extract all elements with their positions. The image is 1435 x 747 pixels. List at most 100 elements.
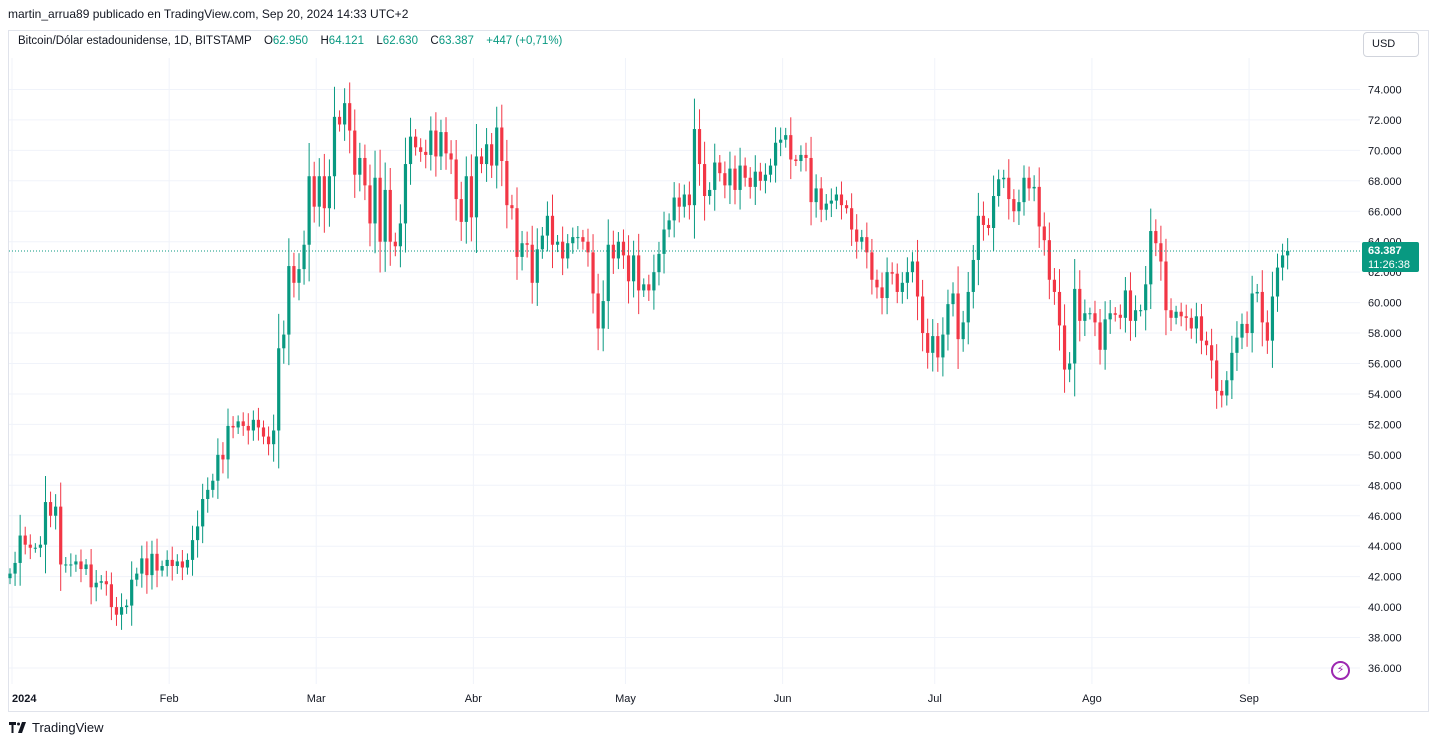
candle-body [119, 607, 124, 615]
candle-body [794, 159, 798, 162]
candle-body [997, 179, 1001, 197]
candle-body [860, 237, 864, 242]
open-label: O [263, 35, 273, 47]
candle-body [773, 142, 778, 166]
lightning-bolt-icon[interactable]: ⚡ [1331, 661, 1350, 680]
candle-body [1245, 323, 1249, 334]
candle-body [956, 293, 960, 340]
candle-body [140, 558, 144, 574]
candle-body [601, 301, 605, 329]
candle-body [1149, 231, 1153, 285]
candle-body [1235, 337, 1239, 353]
candle-body [702, 164, 707, 197]
candle-body [687, 194, 691, 206]
candle-body [824, 203, 828, 210]
candle-body [743, 165, 747, 178]
candle-body [378, 177, 382, 242]
candle-body [677, 197, 681, 207]
candle-body [302, 244, 306, 270]
candle-body [130, 579, 134, 606]
candle-body [834, 194, 839, 201]
candle-body [1128, 290, 1133, 321]
y-tick-label: 74.000 [1368, 84, 1402, 96]
candle-body [368, 185, 372, 224]
candle-body [1174, 311, 1178, 318]
candle-body [682, 194, 686, 207]
y-tick-label: 42.000 [1368, 572, 1402, 584]
candle-body [708, 189, 712, 197]
candle-body [779, 139, 783, 143]
candle-body [317, 176, 321, 207]
candle-body [581, 237, 585, 242]
candle-body [606, 244, 610, 302]
last-price-value: 63.387 [1368, 245, 1402, 257]
candle-body [915, 261, 920, 297]
candle-body [1118, 314, 1122, 318]
candle-body [312, 176, 316, 207]
close-value: 63.387 [438, 35, 474, 47]
candle-body [809, 157, 813, 203]
candle-body [571, 237, 575, 244]
candle-body [880, 287, 884, 299]
candle-body [1042, 226, 1046, 241]
candle-body [1002, 177, 1006, 180]
candle-body [464, 176, 468, 222]
candle-body [216, 454, 220, 481]
candle-body [150, 553, 154, 576]
candle-body [971, 259, 975, 292]
candle-body [763, 174, 768, 181]
candle-body [621, 241, 626, 256]
candle-body [469, 176, 473, 218]
candle-body [373, 177, 377, 224]
candle-body [424, 151, 428, 155]
candle-body [986, 224, 991, 228]
candle-body [850, 208, 854, 230]
candle-body [1250, 293, 1254, 334]
candle-body [1017, 202, 1021, 212]
candle-body [408, 136, 413, 165]
currency-button[interactable]: USD [1363, 32, 1419, 57]
candle-body [13, 562, 17, 574]
candle-body [784, 135, 788, 140]
x-tick-label: Feb [160, 693, 179, 705]
candle-body [434, 130, 438, 157]
candle-body [657, 253, 661, 273]
candle-body [297, 269, 301, 283]
candle-body [905, 272, 909, 283]
candle-body [758, 171, 762, 181]
candle-body [246, 425, 250, 431]
candle-body [414, 136, 418, 148]
candle-body [1209, 345, 1214, 361]
y-tick-label: 38.000 [1368, 633, 1402, 645]
candle-body [444, 132, 448, 154]
candle-body [201, 499, 205, 527]
y-tick-label: 40.000 [1368, 602, 1402, 614]
candle-body [718, 162, 722, 174]
candle-body [713, 162, 717, 190]
candle-body [692, 129, 697, 206]
y-tick-label: 72.000 [1368, 115, 1402, 127]
candle-body [1093, 313, 1097, 323]
candle-body [520, 243, 524, 257]
candle-body [961, 322, 965, 340]
candle-body [1057, 291, 1062, 326]
x-tick-label: Ago [1082, 693, 1102, 705]
candle-body [114, 607, 119, 615]
candle-body [637, 255, 641, 291]
symbol-title[interactable]: Bitcoin/Dólar estadounidense, 1D, BITSTA… [18, 35, 252, 47]
candle-body [723, 173, 727, 186]
candle-body [332, 116, 337, 177]
candle-body [1194, 316, 1198, 329]
candle-body [109, 584, 113, 608]
candle-body [839, 194, 844, 206]
candle-body [84, 564, 88, 570]
candle-body [1022, 177, 1026, 203]
candle-body [1073, 288, 1077, 364]
y-tick-label: 50.000 [1368, 450, 1402, 462]
candle-body [292, 266, 296, 283]
candle-body [910, 261, 915, 273]
candle-body [1189, 317, 1193, 329]
candle-body [1270, 296, 1275, 341]
symbol-legend: Bitcoin/Dólar estadounidense, 1D, BITSTA… [18, 35, 562, 47]
